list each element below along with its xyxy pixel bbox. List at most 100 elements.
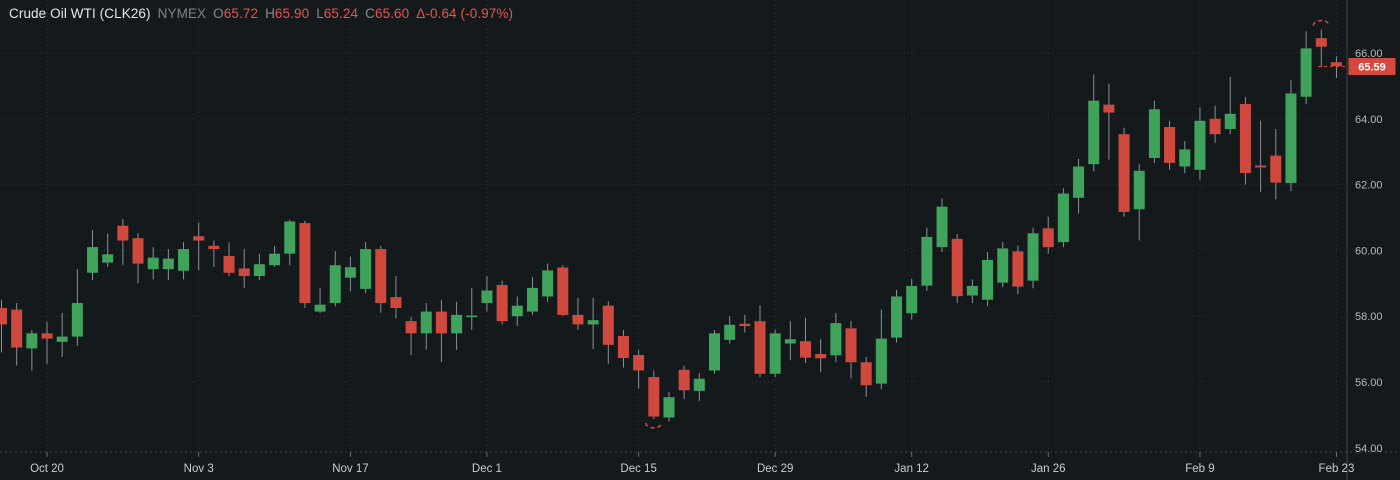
candle-body[interactable] [769,333,781,374]
candle-body[interactable] [526,287,538,312]
candle-body[interactable] [875,338,887,384]
candle-body[interactable] [1057,193,1069,243]
candle-body[interactable] [466,315,478,318]
candle-body[interactable] [269,253,281,266]
y-axis-label[interactable]: 54.00 [1355,443,1383,455]
candle-body[interactable] [344,267,356,278]
candle-body[interactable] [1103,104,1115,113]
candle-body[interactable] [693,378,705,391]
x-axis-label[interactable]: Jan 12 [894,463,929,475]
candle-body[interactable] [390,297,402,308]
candle-body[interactable] [481,290,493,304]
candle-body[interactable] [253,264,265,277]
candle-body[interactable] [0,307,7,325]
candle-body[interactable] [891,296,903,338]
y-axis-label[interactable]: 60.00 [1355,245,1383,257]
candle-body[interactable] [420,311,432,334]
candle-body[interactable] [845,328,857,363]
candle-body[interactable] [405,321,417,334]
candle-body[interactable] [1224,113,1236,129]
candle-body[interactable] [982,259,994,300]
candle-body[interactable] [1255,165,1267,168]
candle-body[interactable] [663,397,675,418]
candle-body[interactable] [496,284,508,322]
candle-body[interactable] [1027,233,1039,281]
candle-body[interactable] [56,336,68,342]
candle-body[interactable] [617,335,629,358]
candle-body[interactable] [1073,166,1085,198]
x-axis-label[interactable]: Dec 15 [620,463,656,475]
candle-body[interactable] [41,333,53,339]
candle-body[interactable] [132,238,144,264]
candle-body[interactable] [238,268,250,277]
candle-body[interactable] [1330,62,1342,67]
candle-body[interactable] [375,249,387,304]
x-axis-label[interactable]: Dec 29 [757,463,793,475]
candle-body[interactable] [906,285,918,314]
candle-body[interactable] [587,320,599,325]
y-axis-label[interactable]: 64.00 [1355,114,1383,126]
candle-body[interactable] [997,248,1009,283]
candle-body[interactable] [1012,251,1024,287]
candle-body[interactable] [1300,48,1312,97]
candle-body[interactable] [360,249,372,289]
candle-body[interactable] [572,314,584,325]
candle-body[interactable] [299,223,311,304]
candle-body[interactable] [557,267,569,315]
candle-body[interactable] [1118,134,1130,212]
candle-body[interactable] [800,341,812,358]
candle-body[interactable] [921,236,933,286]
candle-body[interactable] [1179,149,1191,167]
candle-body[interactable] [633,355,645,371]
x-axis-label[interactable]: Oct 20 [30,463,64,475]
candle-body[interactable] [1148,109,1160,158]
candle-body[interactable] [87,247,99,273]
candle-body[interactable] [511,305,523,317]
candle-body[interactable] [147,257,159,270]
candle-body[interactable] [724,324,736,340]
candle-body[interactable] [71,303,83,337]
candle-body[interactable] [708,333,720,371]
x-axis-label[interactable]: Dec 1 [472,463,502,475]
x-axis-label[interactable]: Feb 23 [1319,463,1355,475]
candle-body[interactable] [739,323,751,327]
candle-body[interactable] [784,339,796,344]
candle-body[interactable] [966,285,978,296]
candle-body[interactable] [1042,228,1054,248]
candle-body[interactable] [451,314,463,334]
y-axis-label[interactable]: 58.00 [1355,311,1383,323]
candle-body[interactable] [178,249,190,271]
candle-body[interactable] [648,377,660,417]
candle-body[interactable] [162,258,174,270]
candle-body[interactable] [1133,170,1145,210]
candle-body[interactable] [1239,103,1251,174]
annotation-arc[interactable] [1312,19,1331,26]
candle-body[interactable] [1194,120,1206,170]
y-axis-label[interactable]: 62.00 [1355,180,1383,192]
candle-body[interactable] [754,321,766,374]
candle-body[interactable] [11,309,23,348]
y-axis-label[interactable]: 66.00 [1355,48,1383,60]
candle-body[interactable] [26,333,38,349]
candle-body[interactable] [602,305,614,345]
candle-body[interactable] [314,304,326,312]
y-axis-label[interactable]: 56.00 [1355,377,1383,389]
x-axis-label[interactable]: Feb 9 [1185,463,1214,475]
candle-body[interactable] [284,221,296,254]
candle-body[interactable] [542,270,554,297]
candle-body[interactable] [1164,127,1176,163]
x-axis-label[interactable]: Jan 26 [1031,463,1066,475]
candle-body[interactable] [815,354,827,359]
candle-body[interactable] [1315,38,1327,47]
candle-body[interactable] [1270,155,1282,183]
candle-body[interactable] [1088,100,1100,165]
candle-body[interactable] [936,206,948,248]
candle-body[interactable] [329,265,341,304]
candle-body[interactable] [678,369,690,391]
x-axis-label[interactable]: Nov 17 [332,463,368,475]
candle-body[interactable] [435,311,447,334]
annotation-arc[interactable] [645,422,663,429]
symbol-title[interactable]: Crude Oil WTI (CLK26) [9,6,151,21]
